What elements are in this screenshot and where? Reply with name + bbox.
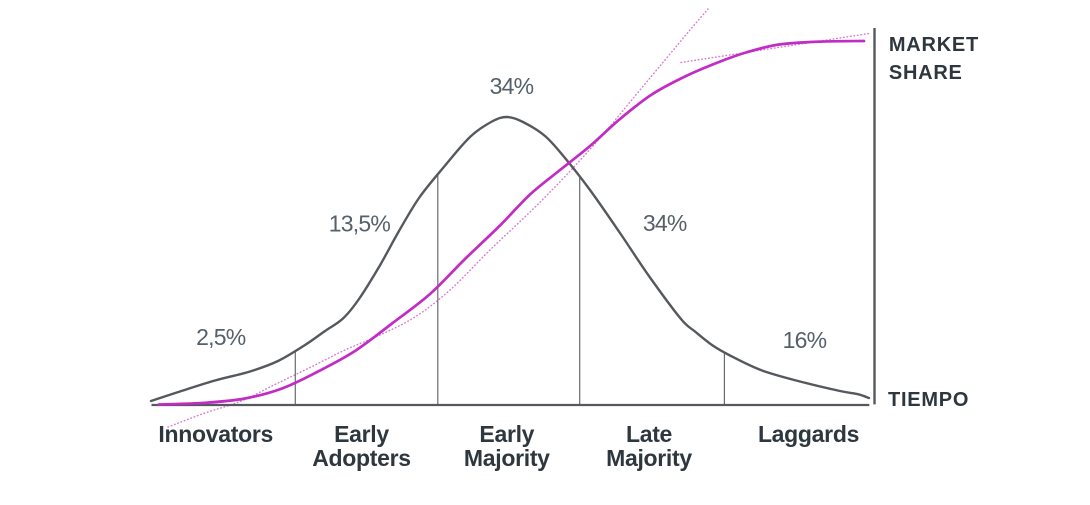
svg-text:Early: Early [334,421,389,447]
svg-text:Majority: Majority [606,445,692,471]
svg-text:TIEMPO: TIEMPO [888,389,969,411]
svg-text:Early: Early [479,421,534,447]
svg-text:2,5%: 2,5% [196,324,246,350]
svg-text:13,5%: 13,5% [329,211,391,237]
svg-text:Adopters: Adopters [312,445,411,471]
svg-text:34%: 34% [490,73,534,99]
svg-text:34%: 34% [643,210,687,236]
svg-text:Late: Late [626,421,672,447]
svg-text:MARKET: MARKET [889,34,979,56]
svg-text:Laggards: Laggards [758,421,859,447]
svg-text:Majority: Majority [464,445,550,471]
svg-text:Innovators: Innovators [158,421,273,447]
svg-text:SHARE: SHARE [889,62,963,84]
svg-text:16%: 16% [783,327,827,353]
